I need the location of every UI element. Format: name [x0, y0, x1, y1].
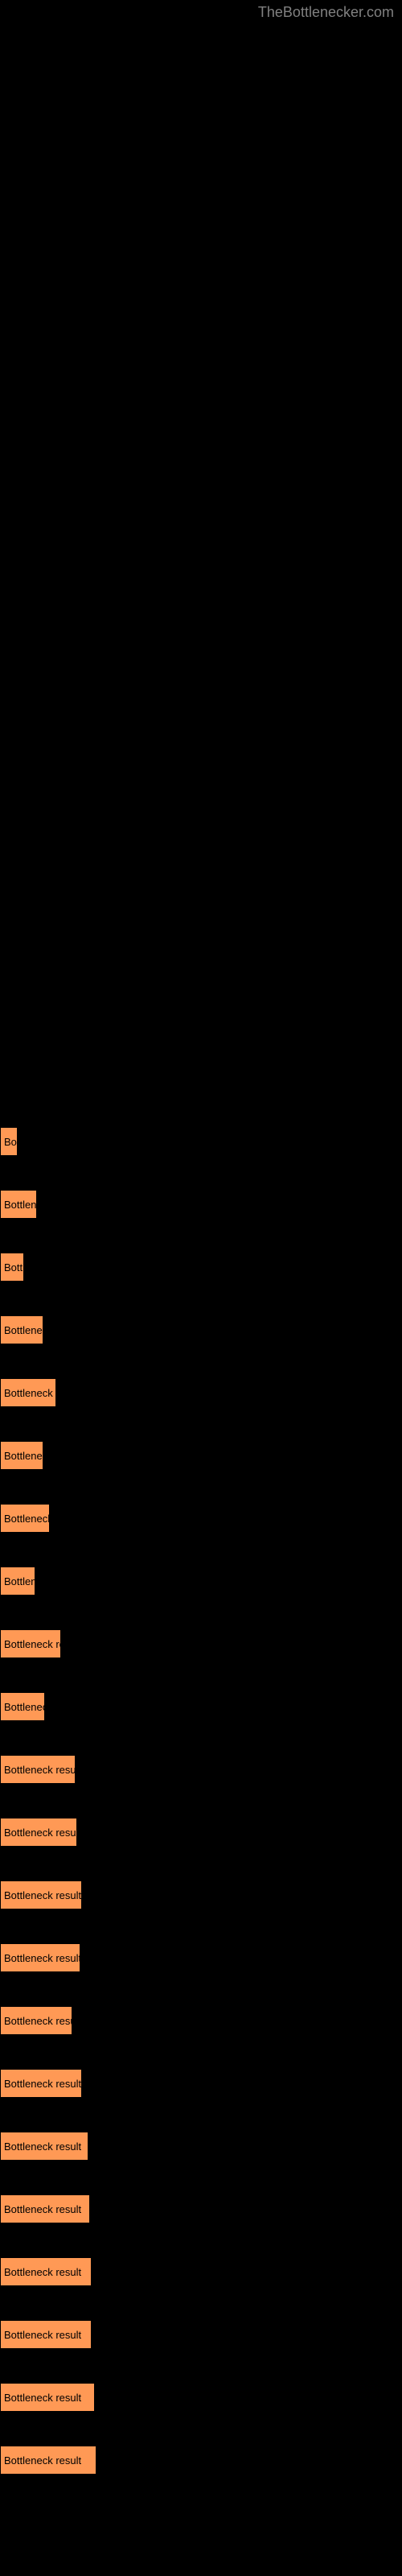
chart-bar: Bottlenec	[0, 1315, 43, 1344]
bar-container: Bo	[0, 1127, 402, 1156]
bar-container: Bottlenec	[0, 1692, 402, 1721]
bar-container: Bott	[0, 1253, 402, 1282]
chart-bar: Bottleneck re	[0, 1629, 61, 1658]
chart-bar: Bottlenec	[0, 1441, 43, 1470]
chart-bar: Bottleneck result	[0, 2194, 90, 2223]
chart-bar: Bottlenec	[0, 1692, 45, 1721]
chart-bar: Bottleneck result	[0, 2132, 88, 2161]
chart-bar: Bottleneck result	[0, 2383, 95, 2412]
chart-bar: Bottleneck result	[0, 2069, 82, 2098]
chart-bar: Bottleneck result	[0, 2320, 92, 2349]
bar-container: Bottleneck result	[0, 2132, 402, 2161]
bar-container: Bottlen	[0, 1567, 402, 1596]
bar-container: Bottleneck	[0, 1504, 402, 1533]
bar-container: Bottleneck result	[0, 2257, 402, 2286]
bar-container: Bottleneck result	[0, 1943, 402, 1972]
bar-container: Bottleneck result	[0, 1755, 402, 1784]
chart-bar: Bottleneck resul	[0, 2006, 72, 2035]
chart-bar: Bottleneck result	[0, 1755, 76, 1784]
bar-container: Bottlene	[0, 1190, 402, 1219]
bar-container: Bottleneck result	[0, 1818, 402, 1847]
bar-container: Bottleneck resul	[0, 2006, 402, 2035]
watermark-text: TheBottlenecker.com	[258, 4, 394, 21]
chart-bar: Bottleneck	[0, 1504, 50, 1533]
bar-chart: Bo Bottlene Bott Bottlenec Bottleneck r Bottl…	[0, 0, 402, 2524]
chart-bar: Bottlene	[0, 1190, 37, 1219]
chart-bar: Bottleneck result	[0, 2257, 92, 2286]
bar-container: Bottleneck result	[0, 2194, 402, 2223]
chart-bar: Bottleneck result	[0, 1818, 77, 1847]
bar-container: Bottleneck result	[0, 2446, 402, 2475]
bar-container: Bottlenec	[0, 1315, 402, 1344]
bar-container: Bottleneck re	[0, 1629, 402, 1658]
chart-bar: Bo	[0, 1127, 18, 1156]
bar-container: Bottleneck result	[0, 2069, 402, 2098]
bar-container: Bottleneck result	[0, 1880, 402, 1909]
bar-container: Bottleneck r	[0, 1378, 402, 1407]
chart-bar: Bottleneck result	[0, 2446, 96, 2475]
bar-container: Bottleneck result	[0, 2320, 402, 2349]
chart-bar: Bottlen	[0, 1567, 35, 1596]
chart-bar: Bottleneck result	[0, 1880, 82, 1909]
bar-container: Bottlenec	[0, 1441, 402, 1470]
chart-bar: Bottleneck r	[0, 1378, 56, 1407]
chart-bar: Bott	[0, 1253, 24, 1282]
bar-container: Bottleneck result	[0, 2383, 402, 2412]
chart-bar: Bottleneck result	[0, 1943, 80, 1972]
